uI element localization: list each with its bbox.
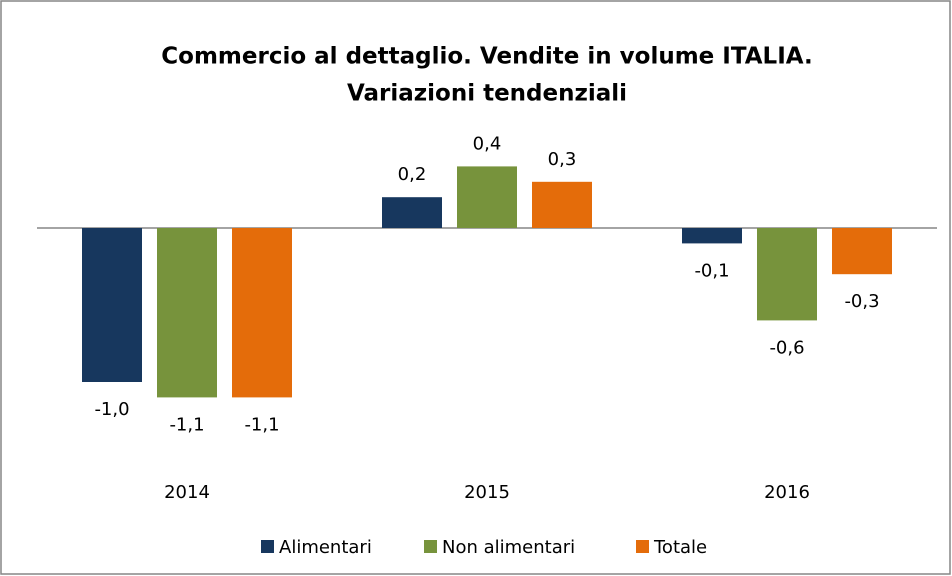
bar (832, 228, 892, 275)
chart-title: Variazioni tendenziali (347, 81, 627, 107)
data-label: -0,6 (769, 337, 804, 358)
legend-label: Alimentari (279, 537, 372, 558)
data-label: -1,1 (169, 414, 204, 435)
legend-swatch (636, 540, 649, 553)
legend-swatch (424, 540, 437, 553)
data-label: -0,1 (694, 260, 729, 281)
x-tick-label: 2014 (164, 482, 210, 503)
legend-swatch (261, 540, 274, 553)
data-label: 0,4 (473, 133, 502, 154)
chart-title: Commercio al dettaglio. Vendite in volum… (161, 44, 812, 70)
legend-label: Totale (653, 537, 707, 558)
data-label: 0,2 (398, 164, 427, 185)
bar (232, 228, 292, 398)
bar (382, 197, 442, 228)
x-tick-label: 2016 (764, 482, 810, 503)
data-label: 0,3 (548, 149, 577, 170)
data-label: -1,1 (244, 414, 279, 435)
bar (82, 228, 142, 382)
data-label: -0,3 (844, 291, 879, 312)
legend-label: Non alimentari (442, 537, 575, 558)
x-tick-label: 2015 (464, 482, 510, 503)
bar (157, 228, 217, 398)
bar (757, 228, 817, 321)
bar (457, 166, 517, 228)
data-label: -1,0 (94, 399, 129, 420)
bar (532, 181, 592, 228)
bar (682, 228, 742, 244)
